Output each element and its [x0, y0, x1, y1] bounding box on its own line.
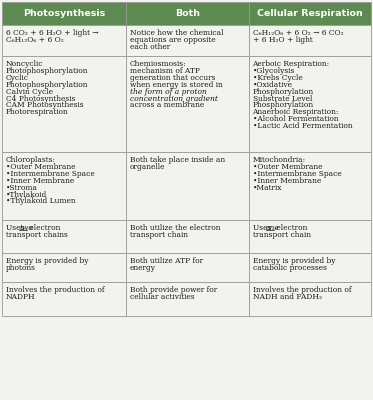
- Text: Energy is provided by: Energy is provided by: [6, 257, 88, 265]
- Text: CAM Photosynthesis: CAM Photosynthesis: [6, 102, 83, 110]
- Bar: [126, 56, 249, 152]
- Text: Uses: Uses: [253, 224, 273, 232]
- Text: Both: Both: [175, 9, 200, 18]
- Text: Substrate Level: Substrate Level: [253, 94, 312, 102]
- Text: across a membrane: across a membrane: [130, 102, 204, 110]
- Text: each other: each other: [130, 43, 170, 51]
- Bar: [249, 253, 371, 282]
- Text: cellular activities: cellular activities: [130, 293, 194, 301]
- Text: Phosphorylation: Phosphorylation: [253, 102, 314, 110]
- Text: •Stroma: •Stroma: [6, 184, 38, 192]
- Text: generation that occurs: generation that occurs: [130, 74, 215, 82]
- Text: •Inner Membrane: •Inner Membrane: [253, 177, 321, 185]
- Text: Photorespiration: Photorespiration: [6, 108, 68, 116]
- Text: Noncyclic: Noncyclic: [6, 60, 43, 68]
- Text: •Matrix: •Matrix: [253, 184, 282, 192]
- Bar: [126, 253, 249, 282]
- Text: Calvin Cycle: Calvin Cycle: [6, 88, 53, 96]
- Text: •Alcohol Fermentation: •Alcohol Fermentation: [253, 115, 338, 123]
- Text: energy: energy: [130, 264, 156, 272]
- Text: concentration gradient: concentration gradient: [130, 94, 218, 102]
- Bar: [249, 2, 371, 25]
- Bar: [126, 25, 249, 56]
- Text: Anaerboic Respiration:: Anaerboic Respiration:: [253, 108, 339, 116]
- Text: electron: electron: [274, 224, 307, 232]
- Bar: [249, 56, 371, 152]
- Text: •Outer Membrane: •Outer Membrane: [6, 163, 75, 171]
- Text: photons: photons: [6, 264, 35, 272]
- Text: electron: electron: [27, 224, 60, 232]
- Text: Involves the production of: Involves the production of: [6, 286, 104, 294]
- Text: NADH and FADH₂: NADH and FADH₂: [253, 293, 322, 301]
- Bar: [2, 56, 126, 152]
- Text: •Intermembrane Space: •Intermembrane Space: [253, 170, 341, 178]
- Text: Both utilize the electron: Both utilize the electron: [130, 224, 220, 232]
- Text: mechanism of ATP: mechanism of ATP: [130, 67, 200, 75]
- Bar: [126, 282, 249, 316]
- Text: Aerboic Respiration:: Aerboic Respiration:: [253, 60, 330, 68]
- Text: Cellular Respiration: Cellular Respiration: [257, 9, 363, 18]
- Text: Both take place inside an: Both take place inside an: [130, 156, 225, 164]
- Text: •Lactic Acid Fermentation: •Lactic Acid Fermentation: [253, 122, 352, 130]
- Text: Both provide power for: Both provide power for: [130, 286, 217, 294]
- Text: Notice how the chemical: Notice how the chemical: [130, 29, 223, 37]
- Text: C₆H₁₂O₆ + 6 O₂: C₆H₁₂O₆ + 6 O₂: [6, 36, 63, 44]
- Bar: [2, 253, 126, 282]
- Text: the form of a proton: the form of a proton: [130, 88, 207, 96]
- Text: Uses: Uses: [6, 224, 26, 232]
- Text: C₆H₁₂O₆ + 6 O₂ → 6 CO₂: C₆H₁₂O₆ + 6 O₂ → 6 CO₂: [253, 29, 343, 37]
- Text: C4 Photosynthesis: C4 Photosynthesis: [6, 94, 75, 102]
- Text: •Oxidative: •Oxidative: [253, 81, 292, 89]
- Bar: [249, 25, 371, 56]
- Text: Photophosphorylation: Photophosphorylation: [6, 67, 88, 75]
- Text: •Intermembrane Space: •Intermembrane Space: [6, 170, 94, 178]
- Bar: [126, 2, 249, 25]
- Bar: [2, 2, 126, 25]
- Text: Chloroplasts:: Chloroplasts:: [6, 156, 56, 164]
- Text: two: two: [19, 224, 33, 232]
- Text: •Inner Membrane: •Inner Membrane: [6, 177, 74, 185]
- Text: NADPH: NADPH: [6, 293, 35, 301]
- Text: catabolic processes: catabolic processes: [253, 264, 326, 272]
- Text: Phosphorylation: Phosphorylation: [253, 88, 314, 96]
- Text: equations are opposite: equations are opposite: [130, 36, 216, 44]
- Bar: [249, 152, 371, 220]
- Text: transport chain: transport chain: [130, 231, 188, 239]
- Text: Chemiosmosis:: Chemiosmosis:: [130, 60, 186, 68]
- Bar: [249, 282, 371, 316]
- Text: Both utilize ATP for: Both utilize ATP for: [130, 257, 203, 265]
- Text: when energy is stored in: when energy is stored in: [130, 81, 223, 89]
- Text: Mitochondria:: Mitochondria:: [253, 156, 305, 164]
- Text: transport chains: transport chains: [6, 231, 68, 239]
- Text: 6 CO₂ + 6 H₂O + light →: 6 CO₂ + 6 H₂O + light →: [6, 29, 98, 37]
- Bar: [2, 282, 126, 316]
- Text: •Outer Membrane: •Outer Membrane: [253, 163, 322, 171]
- Text: Energy is provided by: Energy is provided by: [253, 257, 335, 265]
- Text: + 6 H₂O + light: + 6 H₂O + light: [253, 36, 312, 44]
- Text: transport chain: transport chain: [253, 231, 310, 239]
- Text: Involves the production of: Involves the production of: [253, 286, 351, 294]
- Text: •Thylakoid: •Thylakoid: [6, 190, 47, 198]
- Bar: [126, 220, 249, 253]
- Text: Cyclic: Cyclic: [6, 74, 29, 82]
- Text: Photophosphorylation: Photophosphorylation: [6, 81, 88, 89]
- Text: organelle: organelle: [130, 163, 165, 171]
- Bar: [2, 220, 126, 253]
- Text: •Krebs Cycle: •Krebs Cycle: [253, 74, 302, 82]
- Bar: [249, 220, 371, 253]
- Bar: [2, 25, 126, 56]
- Text: Photosynthesis: Photosynthesis: [23, 9, 105, 18]
- Text: •Thylakoid Lumen: •Thylakoid Lumen: [6, 198, 75, 206]
- Bar: [2, 152, 126, 220]
- Text: •Glycolysis: •Glycolysis: [253, 67, 295, 75]
- Bar: [126, 152, 249, 220]
- Text: one: one: [266, 224, 280, 232]
